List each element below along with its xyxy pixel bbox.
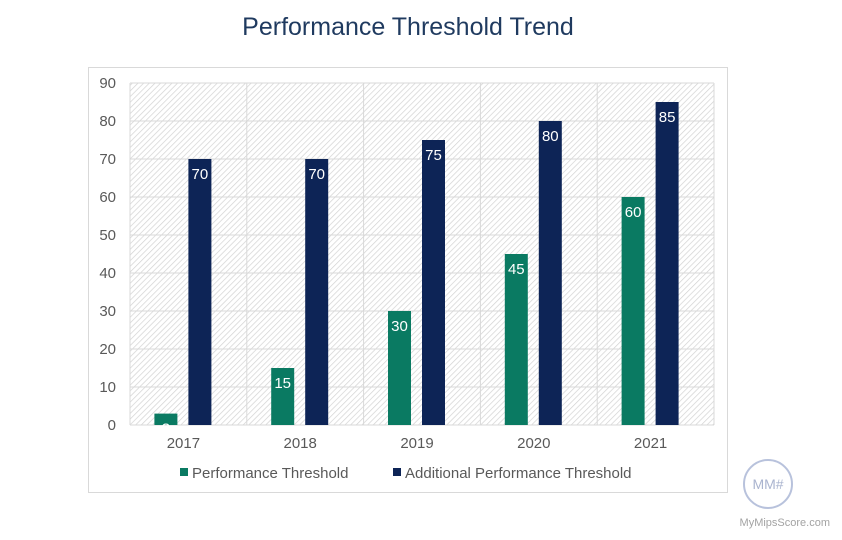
data-label: 75 (425, 147, 442, 164)
bar (655, 102, 679, 425)
bars: 3 70 15 70 30 75 45 80 60 85 (154, 102, 679, 438)
x-axis-ticks: 2017 2018 2019 2020 2021 (167, 435, 668, 452)
y-tick-label: 80 (99, 113, 116, 130)
y-tick-label: 30 (99, 303, 116, 320)
y-tick-label: 10 (99, 379, 116, 396)
legend-swatch (180, 468, 188, 476)
y-tick-label: 40 (99, 265, 116, 282)
legend-label: Performance Threshold (192, 465, 348, 482)
data-label: 70 (308, 166, 325, 183)
data-label: 15 (274, 375, 291, 392)
y-tick-label: 60 (99, 189, 116, 206)
bar (188, 159, 212, 425)
bar (538, 121, 562, 425)
x-tick-label: 2020 (517, 435, 550, 452)
data-label: 70 (192, 166, 209, 183)
legend-label: Additional Performance Threshold (405, 465, 632, 482)
data-label: 30 (391, 318, 408, 335)
bar (305, 159, 329, 425)
bar (154, 413, 178, 425)
y-tick-label: 90 (99, 75, 116, 92)
watermark-site: MyMipsScore.com (739, 517, 830, 529)
legend: Performance Threshold Additional Performa… (180, 465, 632, 482)
bar (388, 311, 411, 425)
bar (504, 254, 528, 425)
x-tick-label: 2019 (400, 435, 433, 452)
y-tick-label: 50 (99, 227, 116, 244)
data-label: 3 (162, 421, 170, 438)
y-tick-label: 20 (99, 341, 116, 358)
data-label: 45 (508, 261, 525, 278)
y-tick-label: 70 (99, 151, 116, 168)
data-label: 80 (542, 128, 559, 145)
x-tick-label: 2021 (634, 435, 667, 452)
chart-frame (88, 67, 728, 493)
x-tick-label: 2017 (167, 435, 200, 452)
legend-swatch (393, 468, 401, 476)
watermark-logo: MM# (743, 459, 793, 509)
bar (422, 140, 445, 425)
y-axis-ticks: 0 10 20 30 40 50 60 70 80 90 (99, 75, 116, 434)
data-label: 85 (659, 109, 676, 126)
x-tick-label: 2018 (284, 435, 317, 452)
watermark-logo-text: MM# (752, 476, 784, 492)
chart-title: Performance Threshold Trend (242, 13, 574, 41)
y-tick-label: 0 (108, 417, 116, 434)
bar (271, 368, 295, 425)
data-label: 60 (625, 204, 642, 221)
bar (621, 197, 645, 425)
